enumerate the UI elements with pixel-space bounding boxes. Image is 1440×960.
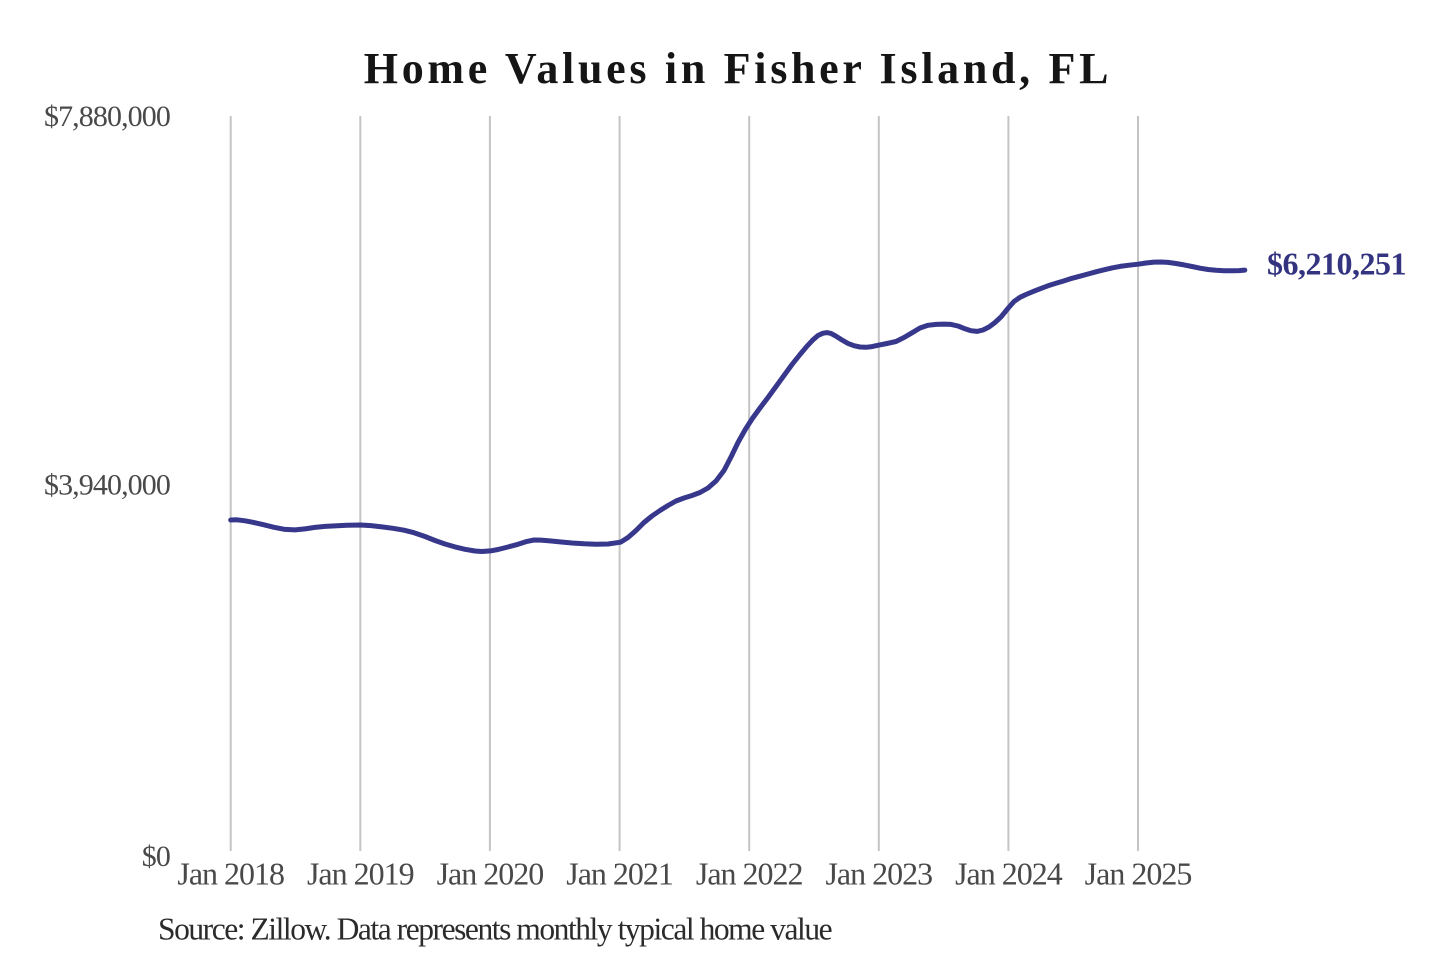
svg-text:Jan 2018: Jan 2018 <box>177 856 284 892</box>
svg-text:Jan 2025: Jan 2025 <box>1085 856 1192 892</box>
svg-text:$6,210,251: $6,210,251 <box>1267 246 1406 282</box>
svg-text:Jan 2024: Jan 2024 <box>955 856 1063 892</box>
svg-text:$0: $0 <box>142 840 170 873</box>
svg-text:Jan 2020: Jan 2020 <box>437 856 544 892</box>
svg-text:Jan 2022: Jan 2022 <box>696 856 803 892</box>
svg-text:$3,940,000: $3,940,000 <box>44 469 170 502</box>
svg-text:Jan 2019: Jan 2019 <box>307 856 414 892</box>
svg-text:$7,880,000: $7,880,000 <box>44 100 170 133</box>
svg-text:Source: Zillow. Data represent: Source: Zillow. Data represents monthly … <box>158 912 832 947</box>
svg-text:Jan 2021: Jan 2021 <box>566 856 673 892</box>
svg-text:Jan 2023: Jan 2023 <box>825 856 932 892</box>
svg-text:Home Values in Fisher Island,: Home Values in Fisher Island, FL <box>364 44 1112 93</box>
